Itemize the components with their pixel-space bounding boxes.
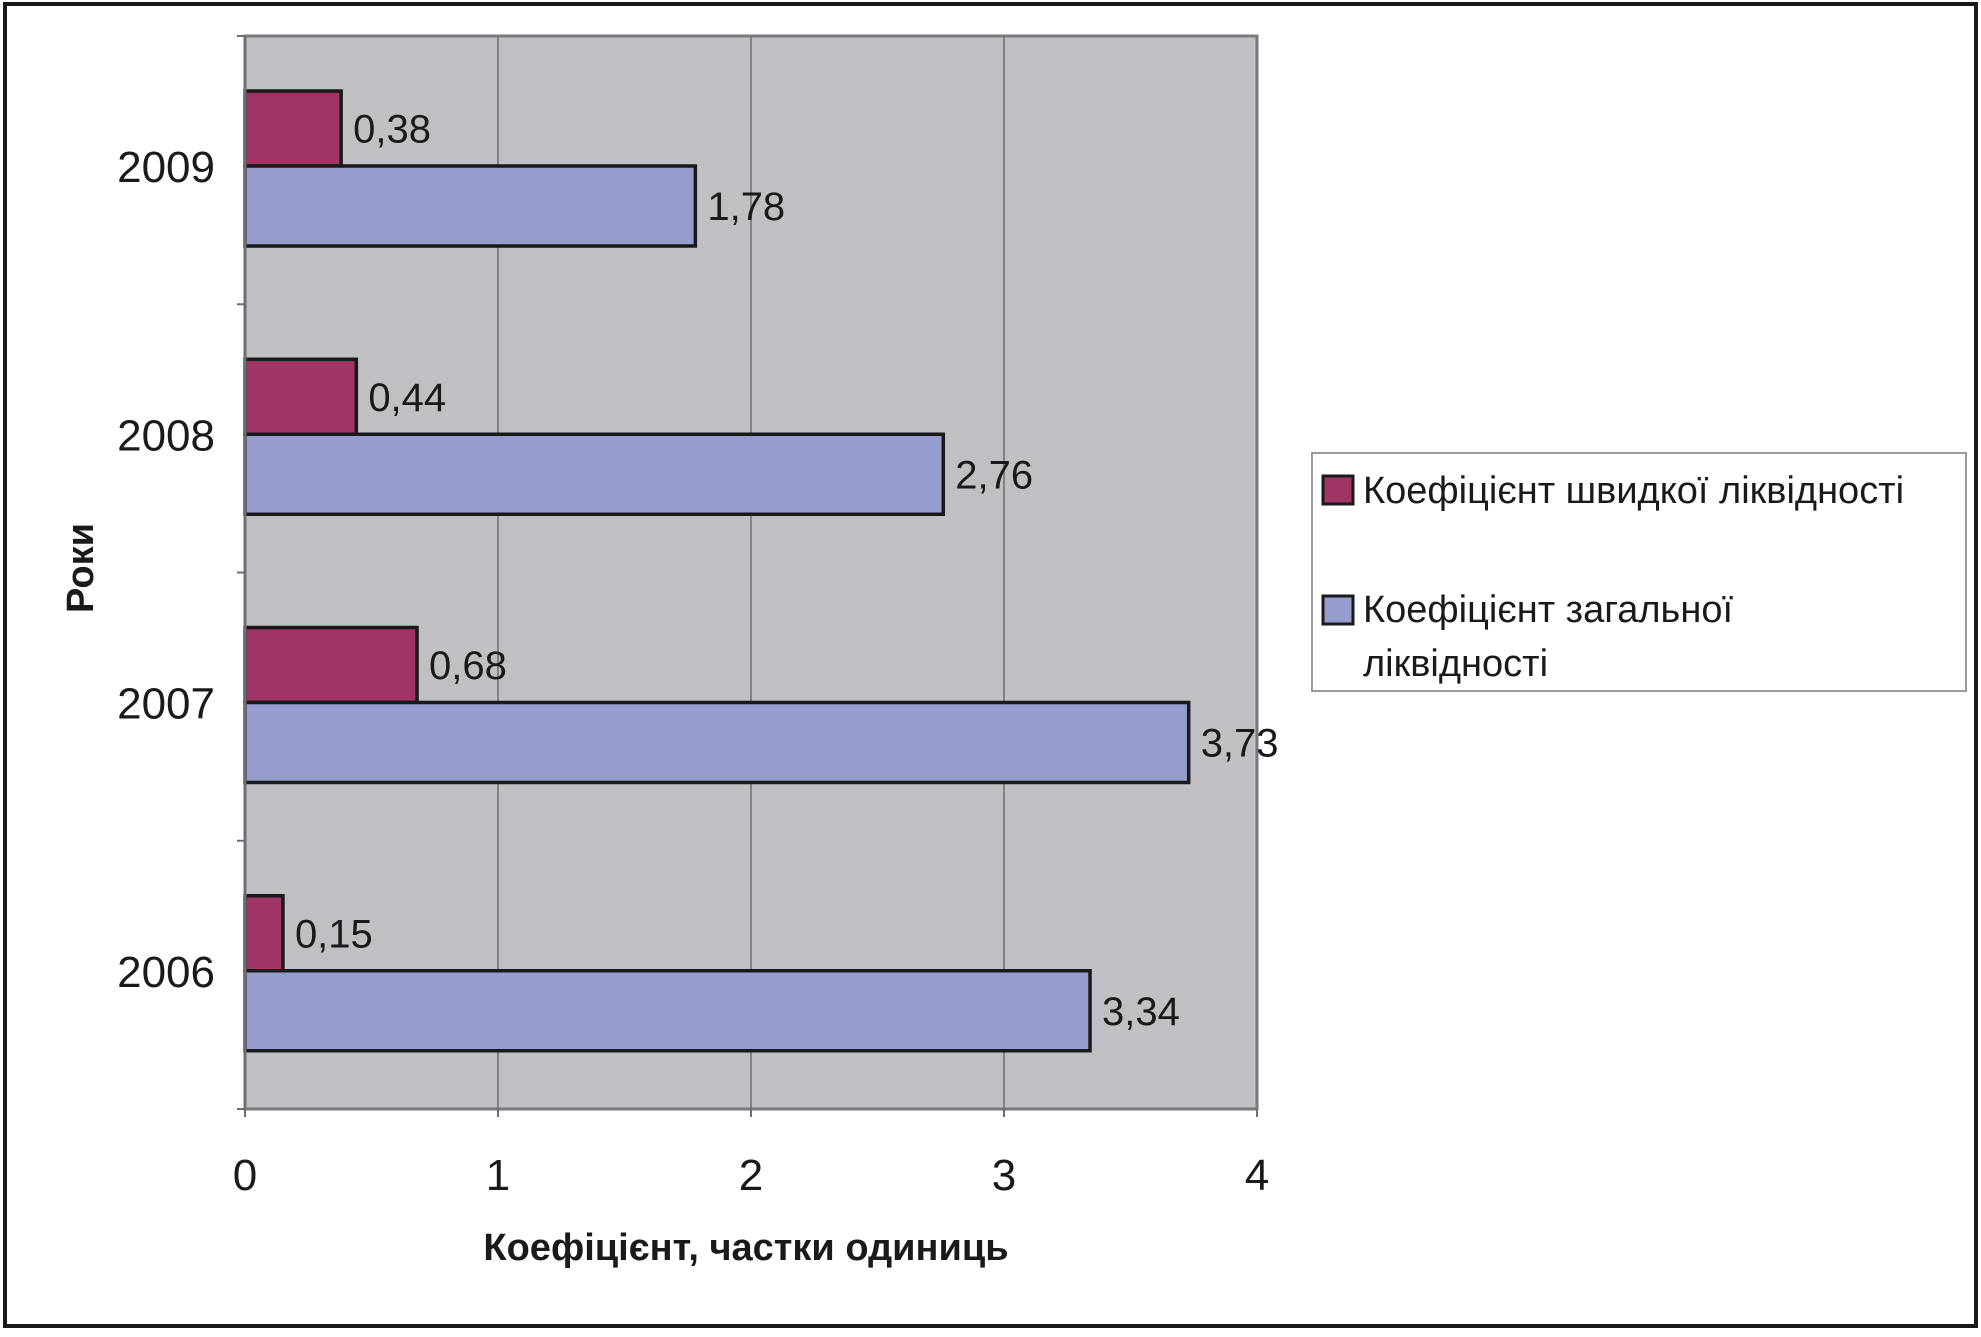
legend-label-quick-liquidity: Коефіцієнт швидкої ліквідності	[1363, 470, 1904, 512]
legend-box	[1311, 452, 1967, 692]
y-tick-label: 2008	[117, 411, 215, 460]
data-label-quick-liquidity: 0,38	[353, 108, 431, 152]
x-tick-label: 2	[739, 1151, 763, 1200]
legend: Коефіцієнт швидкої ліквідності Коефіцієн…	[1311, 452, 1967, 692]
data-label-total-liquidity: 2,76	[955, 453, 1033, 497]
bar-quick-liquidity	[243, 625, 419, 705]
x-tick-label: 4	[1245, 1151, 1269, 1200]
bar-quick-liquidity	[243, 357, 359, 436]
legend-swatch-quick-liquidity	[1321, 474, 1355, 506]
bar-total-liquidity	[243, 700, 1191, 785]
y-tick-label: 2007	[117, 680, 215, 729]
data-label-total-liquidity: 1,78	[707, 185, 785, 229]
legend-swatch-total-liquidity	[1321, 594, 1355, 626]
axes: 0 1 2 3 4 2006 2007 2008 2009	[117, 35, 1269, 1200]
y-tick-label: 2009	[117, 143, 215, 192]
bar-quick-liquidity	[243, 89, 343, 168]
bar-total-liquidity	[243, 969, 1092, 1053]
data-labels: 0,15 3,34 0,68 3,73 0,44 2,76 0,38 1,78	[295, 108, 1279, 1034]
bar-quick-liquidity	[243, 894, 285, 973]
y-axis-title: Роки	[60, 523, 102, 613]
data-label-quick-liquidity: 0,68	[429, 644, 507, 688]
x-tick-label: 3	[992, 1151, 1016, 1200]
bars	[243, 89, 1191, 1053]
y-tick-label: 2006	[117, 948, 215, 997]
bar-total-liquidity	[243, 432, 946, 516]
data-label-total-liquidity: 3,34	[1102, 990, 1180, 1034]
x-tick-label: 0	[233, 1151, 257, 1200]
data-label-total-liquidity: 3,73	[1201, 722, 1279, 766]
legend-label-total-liquidity: Коефіцієнт загальної ліквідності	[1363, 589, 1733, 685]
x-axis-title: Коефіцієнт, частки одиниць	[483, 1227, 1008, 1269]
data-label-quick-liquidity: 0,44	[368, 376, 446, 420]
x-tick-label: 1	[486, 1151, 510, 1200]
data-label-quick-liquidity: 0,15	[295, 912, 373, 956]
bar-total-liquidity	[243, 164, 698, 248]
